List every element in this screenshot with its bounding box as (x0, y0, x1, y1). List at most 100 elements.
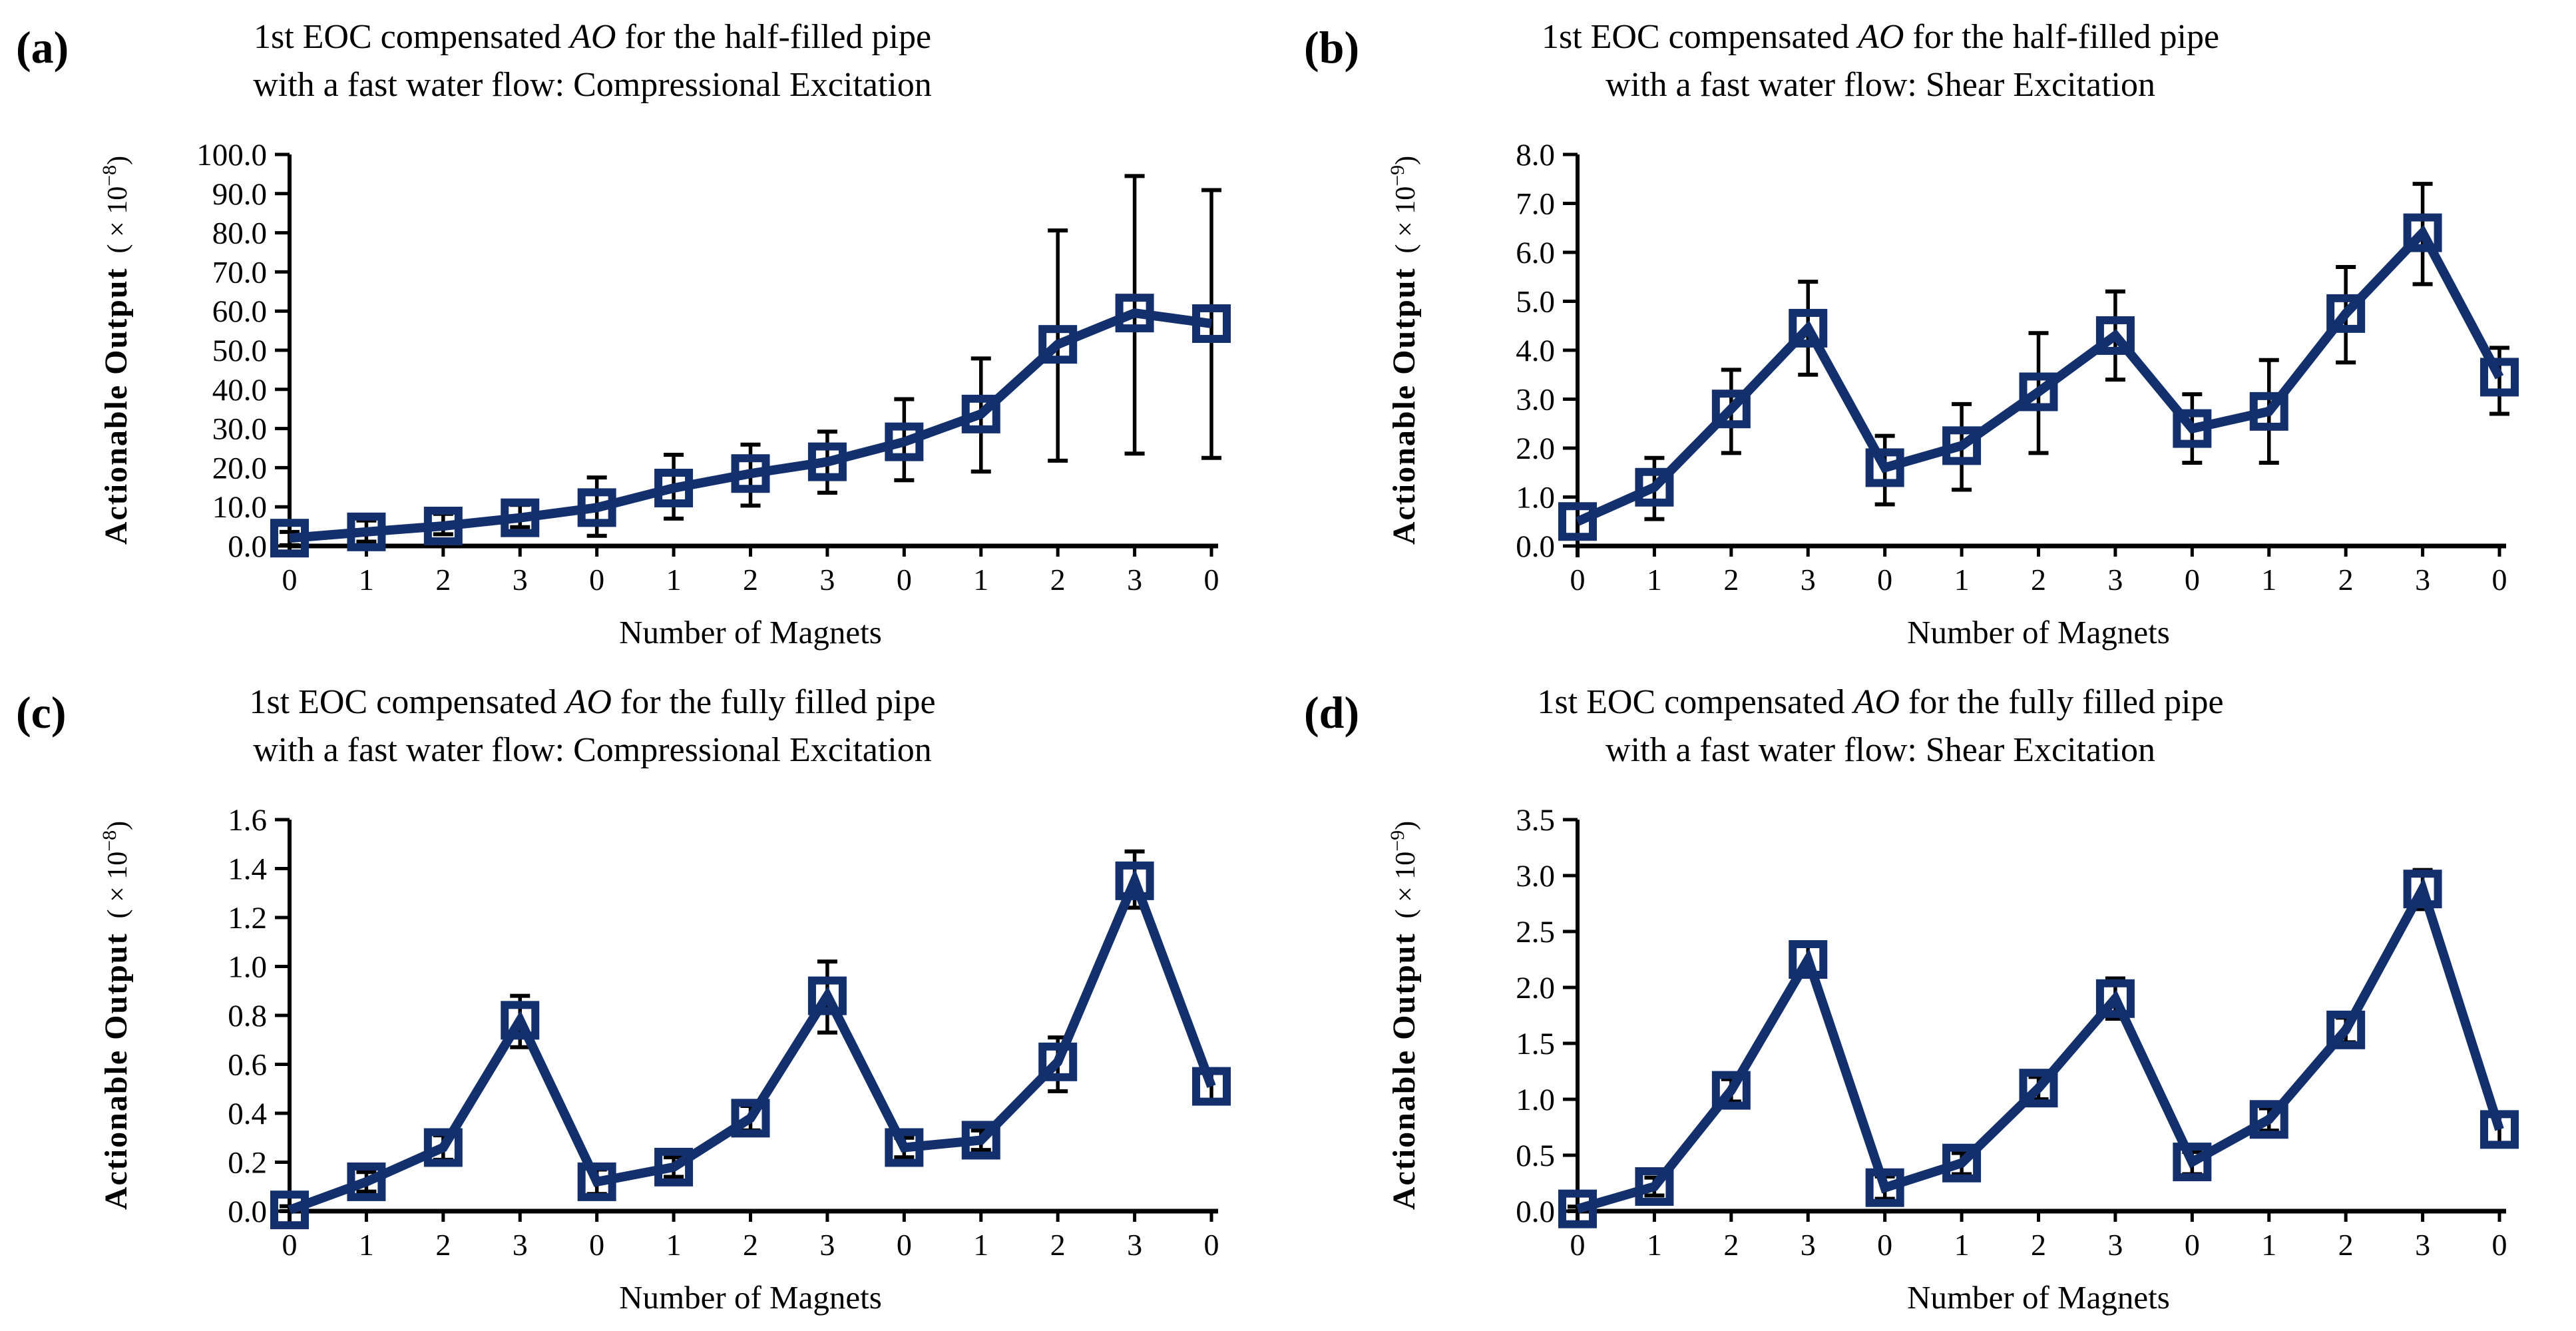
panel-c: (c) 1st EOC compensated AO for the fully … (0, 665, 1288, 1331)
x-tick-label: 0 (1570, 563, 1586, 597)
data-point-marker (885, 422, 924, 461)
x-tick-label: 1 (2261, 1228, 2276, 1262)
panel-d: (d) 1st EOC compensated AO for the fully … (1288, 665, 2576, 1331)
x-tick-label: 3 (1801, 563, 1816, 597)
data-point-marker (1942, 1143, 1982, 1183)
x-tick-label: 3 (2415, 1228, 2430, 1262)
data-point-marker (1558, 502, 1597, 541)
y-tick-label: 1.0 (228, 950, 267, 985)
y-tick-label: 30.0 (212, 412, 267, 447)
y-tick-label: 70.0 (212, 255, 267, 290)
chart-b: (b) 1st EOC compensated AO for the half-f… (1288, 0, 2576, 666)
y-tick-label: 50.0 (212, 334, 267, 368)
y-tick-label: 0.2 (228, 1146, 267, 1181)
x-tick-label: 1 (2261, 563, 2276, 597)
data-point-marker (2249, 392, 2288, 431)
x-tick-label: 3 (513, 1228, 528, 1262)
chart-title-line: 1st EOC compensated AO for the half-fill… (254, 18, 931, 56)
data-point-marker (270, 519, 309, 558)
data-point-marker (501, 498, 540, 537)
y-axis-label: Actionable Output ( × 10−8) (99, 156, 134, 545)
y-tick-label: 60.0 (212, 294, 267, 329)
data-point-marker (1192, 1067, 1231, 1106)
x-tick-label: 1 (1954, 1228, 1970, 1262)
chart-title-line: with a fast water flow: Shear Excitation (1606, 66, 2155, 104)
x-tick-label: 1 (1954, 563, 1970, 597)
data-point-marker (1789, 940, 1828, 979)
x-tick-label: 1 (973, 1228, 988, 1262)
x-axis-title: Number of Magnets (1907, 1279, 2170, 1316)
y-tick-label: 1.5 (1516, 1027, 1555, 1061)
data-point-marker (1115, 861, 1154, 900)
data-point-marker (1115, 294, 1154, 333)
data-point-marker (2403, 213, 2442, 252)
x-tick-label: 2 (2031, 1228, 2046, 1262)
y-tick-label: 10.0 (212, 490, 267, 525)
x-tick-label: 2 (743, 563, 758, 597)
x-tick-label: 1 (973, 563, 988, 597)
y-axis-label: Actionable Output ( × 10−9) (1387, 156, 1422, 545)
y-tick-label: 1.0 (1516, 481, 1555, 515)
data-point-marker (1558, 1189, 1597, 1228)
y-tick-label: 0.0 (1516, 1195, 1555, 1229)
x-tick-label: 3 (1801, 1228, 1816, 1262)
chart-title-line: 1st EOC compensated AO for the half-fill… (1542, 18, 2219, 56)
data-point-marker (1635, 467, 1674, 507)
chart-title-line: with a fast water flow: Compressional Ex… (253, 66, 932, 104)
x-tick-label: 2 (743, 1228, 758, 1262)
x-tick-label: 2 (1723, 563, 1739, 597)
data-point-marker (423, 507, 463, 546)
x-tick-label: 0 (589, 563, 604, 597)
chart-title-line: with a fast water flow: Shear Excitation (1606, 731, 2155, 769)
y-tick-label: 100.0 (196, 138, 267, 172)
x-tick-label: 2 (435, 1228, 451, 1262)
y-tick-label: 1.0 (1516, 1083, 1555, 1117)
x-tick-label: 1 (359, 563, 374, 597)
data-point-marker (885, 1128, 924, 1167)
data-point-marker (2326, 1010, 2366, 1049)
y-tick-label: 3.0 (1516, 383, 1555, 417)
panel-label: (c) (16, 687, 66, 738)
data-point-marker (1038, 325, 1078, 364)
series-line (288, 868, 1216, 1214)
x-tick-label: 0 (897, 563, 912, 597)
chart-title-line: 1st EOC compensated AO for the fully fil… (249, 683, 935, 721)
x-tick-label: 0 (589, 1228, 604, 1262)
y-tick-label: 90.0 (212, 177, 267, 212)
x-tick-label: 3 (819, 563, 835, 597)
chart-title-line: 1st EOC compensated AO for the fully fil… (1537, 683, 2223, 721)
y-tick-label: 3.5 (1516, 803, 1555, 838)
y-axis-label: Actionable Output ( × 10−8) (99, 821, 134, 1210)
y-tick-label: 2.0 (1516, 431, 1555, 466)
chart-a: (a) 1st EOC compensated AO for the half-f… (0, 0, 1288, 666)
x-tick-label: 3 (2415, 563, 2430, 597)
x-tick-label: 0 (1570, 1228, 1586, 1262)
chart-d: (d) 1st EOC compensated AO for the fully … (1288, 665, 2576, 1331)
y-tick-label: 5.0 (1516, 285, 1555, 320)
data-point-marker (423, 1128, 463, 1167)
data-point-marker (2019, 1069, 2058, 1108)
data-point-marker (961, 394, 1000, 433)
y-tick-label: 1.2 (228, 901, 267, 935)
panel-label: (d) (1304, 687, 1359, 738)
x-axis-title: Number of Magnets (619, 1279, 882, 1316)
data-point-marker (2480, 1110, 2519, 1149)
series-line (1576, 224, 2504, 526)
x-tick-label: 3 (1127, 1228, 1142, 1262)
x-tick-label: 2 (2031, 563, 2046, 597)
x-tick-label: 0 (2492, 1228, 2507, 1262)
data-point-marker (577, 488, 616, 527)
x-axis-title: Number of Magnets (1907, 614, 2170, 651)
data-point-marker (654, 468, 694, 507)
y-tick-label: 6.0 (1516, 236, 1555, 270)
x-tick-label: 3 (819, 1228, 835, 1262)
data-point-marker (1789, 308, 1828, 348)
data-point-marker (654, 1147, 694, 1187)
y-tick-label: 40.0 (212, 373, 267, 407)
x-tick-label: 1 (1647, 1228, 1662, 1262)
x-tick-label: 2 (2338, 1228, 2354, 1262)
data-point-marker (347, 1162, 386, 1201)
x-tick-label: 2 (1723, 1228, 1739, 1262)
x-tick-label: 2 (435, 563, 451, 597)
data-point-marker (731, 1099, 770, 1138)
